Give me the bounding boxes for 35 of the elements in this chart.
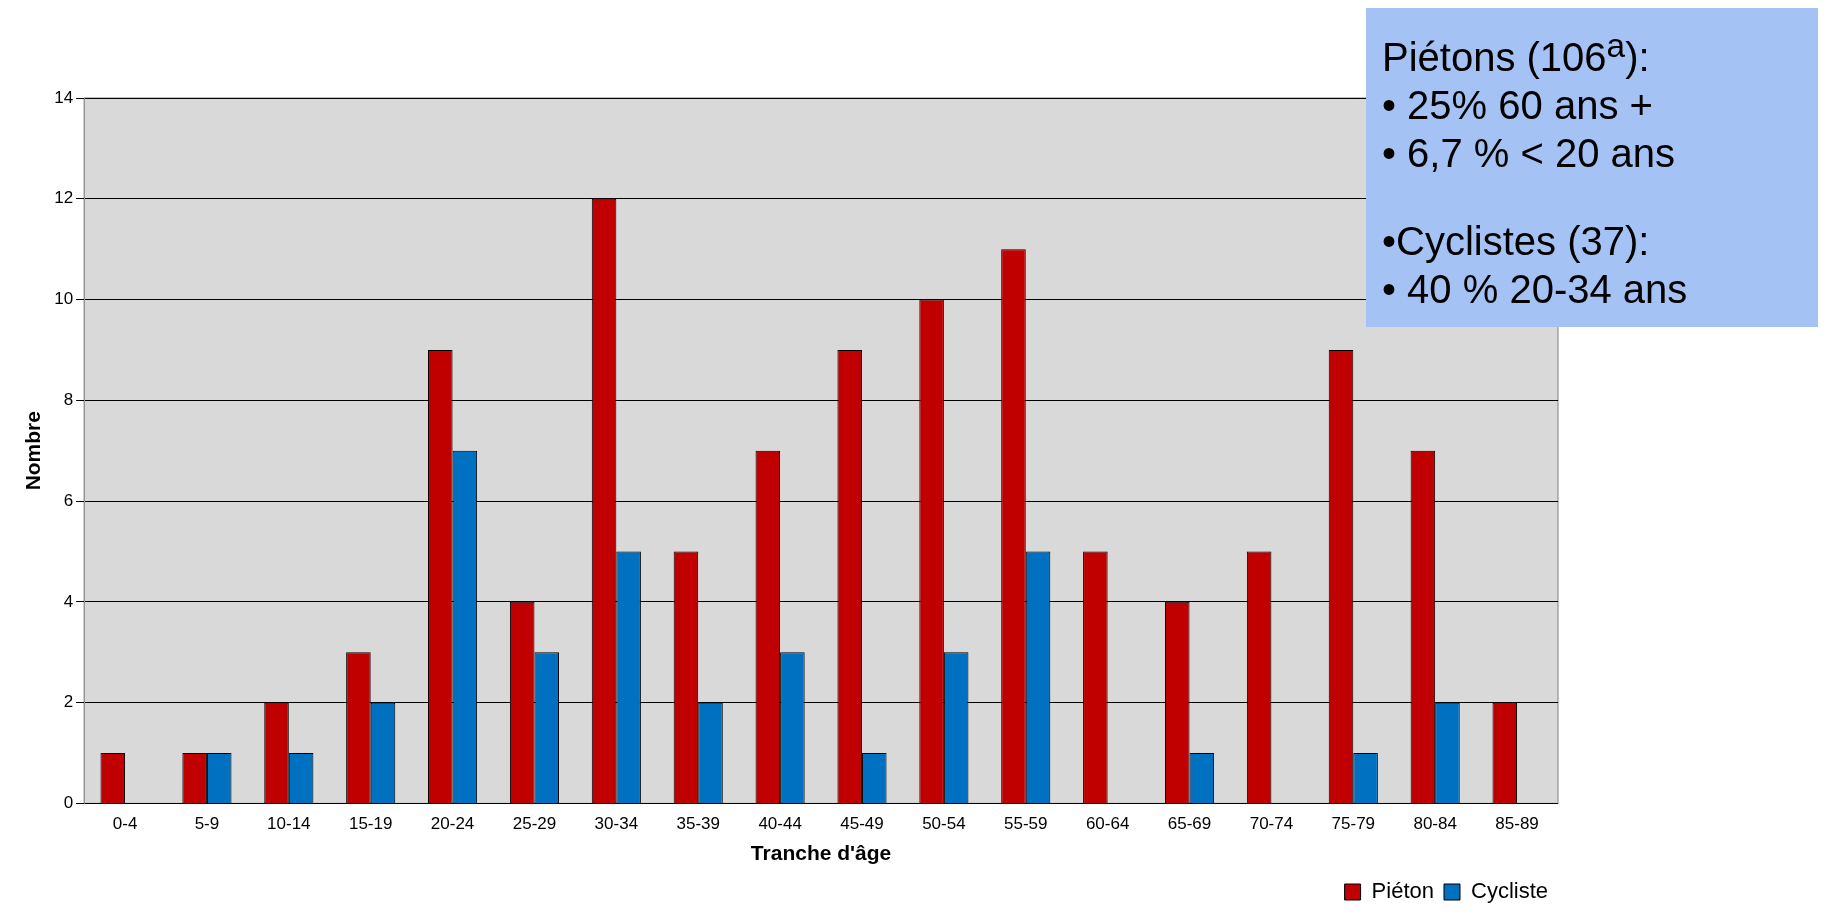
x-tick-label: 20-24 [430,814,475,834]
x-tick-label: 60-64 [1085,814,1130,834]
x-tick-label: 80-84 [1413,814,1457,834]
x-tick-label: 35-39 [676,814,720,834]
x-tick-label: 10-14 [267,814,311,834]
annotation: • 25% 60 ans + [1382,82,1654,130]
x-tick-label: 25-29 [512,814,557,834]
y-tick-label: 12 [54,188,74,208]
x-axis-title: Tranche d'âge [750,841,892,865]
y-axis-title: Nombre [21,411,45,491]
y-tick-label: 2 [63,692,74,712]
y-tick-label: 14 [54,87,74,107]
annotation: • 6,7 % < 20 ans [1382,130,1677,178]
x-tick-label: 55-59 [1004,814,1048,834]
annotation: •Cyclistes (37): [1382,218,1651,266]
x-tick-label: 30-34 [594,814,639,834]
x-tick-label: 5-9 [194,814,220,834]
annotation: • 40 % 20-34 ans [1382,266,1689,314]
legend-label: Piéton [1371,878,1434,904]
y-tick-label: 6 [63,490,74,510]
x-tick-label: 70-74 [1249,814,1294,834]
x-tick-label: 15-19 [348,814,393,834]
text: Piétons (106$^{a}$): [1382,27,1650,80]
x-tick-label: 65-69 [1167,814,1212,834]
x-tick-label: 85-89 [1495,814,1539,834]
y-tick-label: 4 [63,591,74,611]
legend-label: Cycliste [1470,878,1548,904]
y-tick-label: 0 [63,793,74,813]
x-tick-label: 45-49 [840,814,884,834]
x-tick-label: 75-79 [1331,814,1376,834]
x-tick-label: 50-54 [922,814,966,834]
x-tick-label: 40-44 [758,814,802,834]
y-tick-label: 8 [63,390,74,409]
x-tick-label: 0-4 [112,814,138,834]
y-tick-label: 10 [54,289,74,309]
